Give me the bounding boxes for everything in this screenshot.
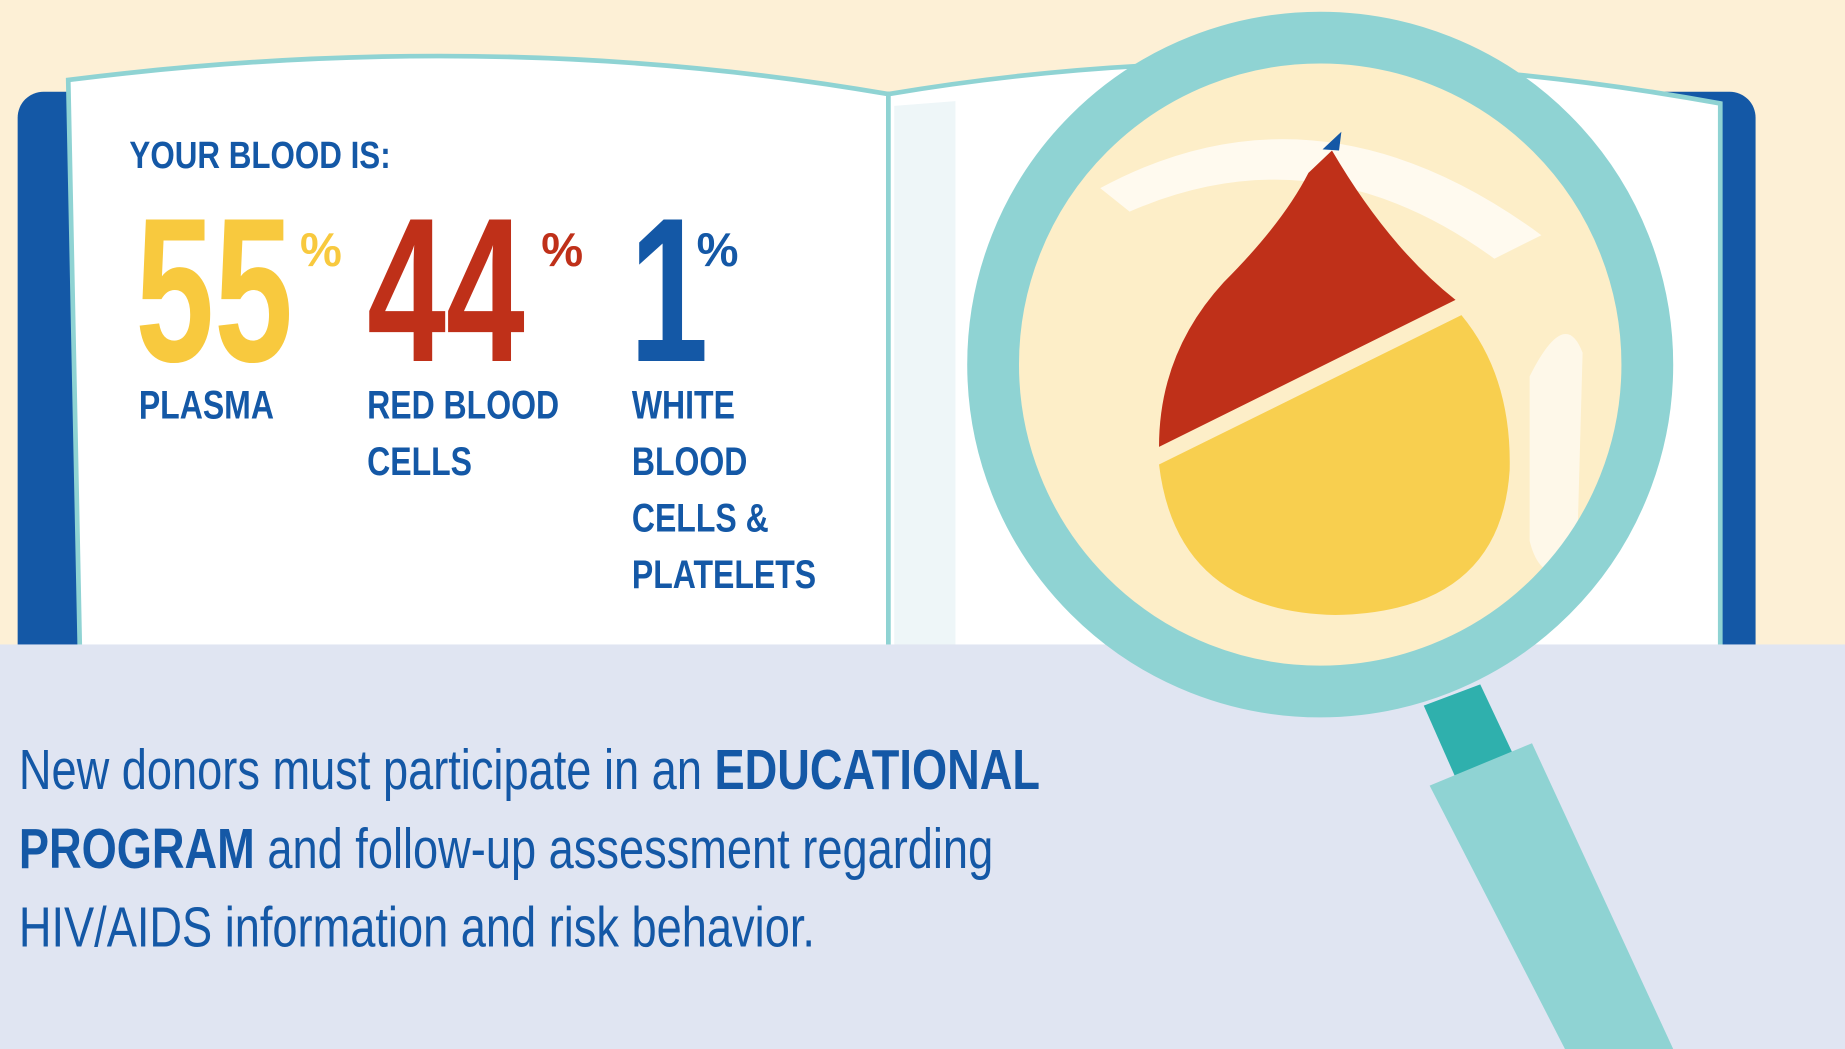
stat-value: 55 bbox=[135, 175, 293, 405]
paragraph: New donors must participate in an EDUCAT… bbox=[19, 731, 1073, 967]
page: YOUR BLOOD IS: 55% PLASMA 44% RED BLOOD CELL… bbox=[0, 0, 1845, 1049]
stat-unit: % bbox=[541, 223, 583, 276]
stat-value: 44 bbox=[367, 175, 525, 405]
heading: YOUR BLOOD IS: bbox=[129, 134, 390, 176]
stat-label: PLATELETS bbox=[632, 553, 816, 597]
text: New donors must participate in an bbox=[19, 740, 715, 802]
stat-label: PLASMA bbox=[139, 384, 274, 428]
paragraph-box: New donors must participate in an EDUCAT… bbox=[19, 731, 1125, 1001]
page-fold bbox=[894, 101, 955, 644]
stat-unit: % bbox=[300, 223, 342, 276]
stat-value: 1 bbox=[630, 175, 709, 405]
stat-label: WHITE bbox=[632, 384, 735, 428]
stat-label: CELLS & bbox=[632, 497, 769, 541]
stat-label: BLOOD bbox=[632, 440, 748, 484]
stat-label: RED BLOOD bbox=[367, 384, 559, 428]
stat-unit: % bbox=[697, 223, 739, 276]
infographic: YOUR BLOOD IS: 55% PLASMA 44% RED BLOOD CELL… bbox=[0, 0, 1845, 1049]
stat-label: CELLS bbox=[367, 440, 472, 484]
